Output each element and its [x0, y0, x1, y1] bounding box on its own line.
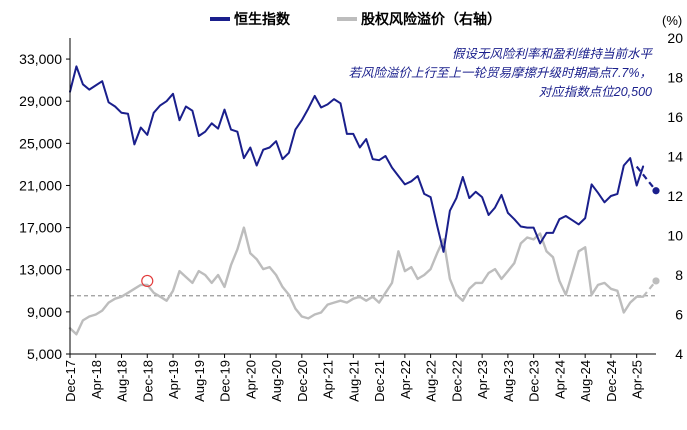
x-axis-tick-label: Apr-23 — [475, 360, 490, 399]
x-axis-tick-label: Apr-19 — [166, 360, 181, 399]
left-axis-tick-label: 9,000 — [27, 304, 62, 320]
x-axis-tick-label: Aug-19 — [192, 360, 207, 402]
erp-line — [68, 226, 645, 336]
annotation-line: 假设无风险利率和盈利维持当前水平 — [452, 47, 654, 61]
annotation-line: 若风险溢价上行至上一轮贸易摩擦升级时期高点7.7%， — [349, 66, 653, 80]
x-axis-tick-label: Apr-25 — [630, 360, 645, 399]
x-axis-tick-label: Aug-21 — [346, 360, 361, 402]
hsi-projection-point — [652, 187, 660, 195]
right-axis-tick-label: 6 — [675, 307, 683, 323]
annotation-line: 对应指数点位20,500 — [539, 85, 652, 99]
left-axis-tick-label: 5,000 — [27, 346, 62, 362]
right-axis-tick-label: 8 — [675, 267, 683, 283]
x-axis-tick-label: Aug-18 — [115, 360, 130, 402]
x-axis-tick-label: Dec-17 — [63, 360, 78, 402]
left-axis-tick-label: 29,000 — [19, 93, 62, 109]
x-axis-tick-label: Dec-24 — [604, 360, 619, 402]
legend-item-hsi: 恒生指数 — [210, 11, 291, 27]
left-axis-tick-label: 13,000 — [19, 262, 62, 278]
x-axis-tick-label: Dec-22 — [449, 360, 464, 402]
left-axis-tick-label: 21,000 — [19, 177, 62, 193]
legend-label: 恒生指数 — [234, 11, 291, 27]
highlight-marker — [141, 274, 154, 288]
right-axis-tick-label: 10 — [667, 228, 683, 244]
right-axis-tick-label: 20 — [667, 30, 683, 46]
x-axis-tick-label: Aug-22 — [424, 360, 439, 402]
right-axis-tick-label: 12 — [667, 188, 683, 204]
x-axis-tick-label: Dec-18 — [140, 360, 155, 402]
hsi-projection-line — [635, 165, 657, 192]
hsi-line — [69, 65, 645, 253]
left-axis-tick-label: 17,000 — [19, 220, 62, 236]
x-axis-tick-label: Apr-24 — [552, 360, 567, 399]
erp-projection-line — [642, 280, 657, 298]
left-axis-tick-label: 33,000 — [19, 51, 62, 67]
series-layer — [68, 65, 660, 336]
right-axis-unit: (%) — [662, 13, 682, 28]
x-axis-tick-label: Aug-20 — [269, 360, 284, 402]
right-axis-tick-label: 16 — [667, 109, 683, 125]
legend: 恒生指数 股权风险溢价（右轴） — [210, 11, 501, 27]
x-axis-tick-label: Apr-20 — [243, 360, 258, 399]
axes-layer: 5,000 9,000 13,000 17,000 21,000 25,000 29,000… — [19, 13, 683, 402]
x-axis-tick-label: Apr-21 — [321, 360, 336, 399]
left-axis-tick-label: 25,000 — [19, 135, 62, 151]
erp-projection-point — [652, 277, 660, 285]
right-axis-tick-label: 18 — [667, 70, 683, 86]
right-axis-tick-label: 4 — [675, 346, 683, 362]
x-axis-tick-label: Apr-22 — [398, 360, 413, 399]
annotation: 假设无风险利率和盈利维持当前水平若风险溢价上行至上一轮贸易摩擦升级时期高点7.7… — [349, 47, 654, 99]
x-axis-tick-label: Dec-20 — [295, 360, 310, 402]
x-axis-tick-label: Dec-23 — [527, 360, 542, 402]
legend-item-erp: 股权风险溢价（右轴） — [337, 11, 501, 27]
legend-label: 股权风险溢价（右轴） — [361, 11, 501, 27]
x-axis-tick-label: Aug-23 — [501, 360, 516, 402]
x-axis-tick-label: Dec-19 — [218, 360, 233, 402]
right-axis-tick-label: 14 — [667, 149, 683, 165]
x-axis-tick-label: Apr-18 — [89, 360, 104, 399]
x-axis-tick-label: Aug-24 — [578, 360, 593, 402]
x-axis-tick-label: Dec-21 — [372, 360, 387, 402]
